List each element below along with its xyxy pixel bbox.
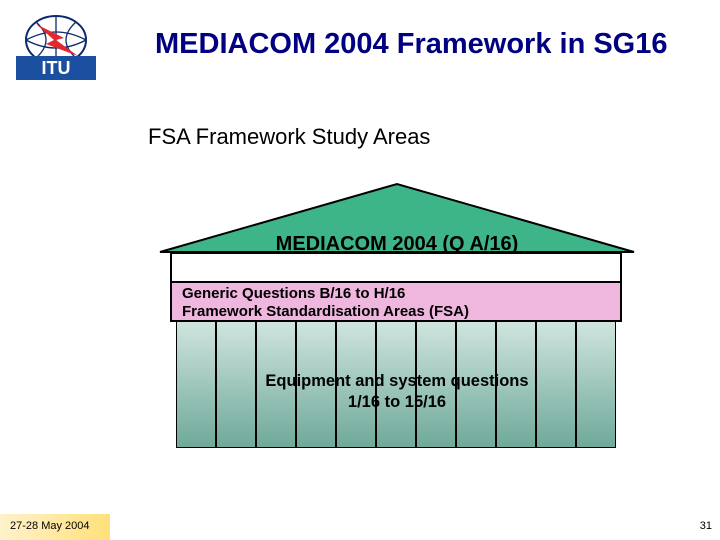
house-diagram: MEDIACOM 2004 (Q A/16) Generic Questions… bbox=[152, 168, 642, 448]
footer-page-number: 31 bbox=[700, 520, 712, 532]
beam-mid-text: Generic Questions B/16 to H/16 Framework… bbox=[182, 285, 612, 321]
lower-line1: Equipment and system questions bbox=[265, 372, 528, 390]
beam-mid-line1: Generic Questions B/16 to H/16 bbox=[182, 285, 405, 302]
left-sidebar: ITU bbox=[0, 0, 125, 540]
roof-label: MEDIACOM 2004 (Q A/16) bbox=[152, 233, 642, 256]
slide: ITU MEDIACOM 2004 Framework in SG16 FSA … bbox=[0, 0, 720, 540]
beam-mid-line2: Framework Standardisation Areas (FSA) bbox=[182, 303, 469, 320]
beam-top bbox=[170, 252, 622, 283]
itu-logo-text: ITU bbox=[42, 58, 71, 78]
slide-subtitle: FSA Framework Study Areas bbox=[148, 124, 430, 150]
lower-line2: 1/16 to 15/16 bbox=[348, 393, 446, 411]
footer-date: 27-28 May 2004 bbox=[10, 520, 90, 532]
slide-title: MEDIACOM 2004 Framework in SG16 bbox=[155, 28, 695, 60]
lower-label: Equipment and system questions 1/16 to 1… bbox=[152, 371, 642, 412]
itu-logo: ITU bbox=[8, 6, 104, 86]
